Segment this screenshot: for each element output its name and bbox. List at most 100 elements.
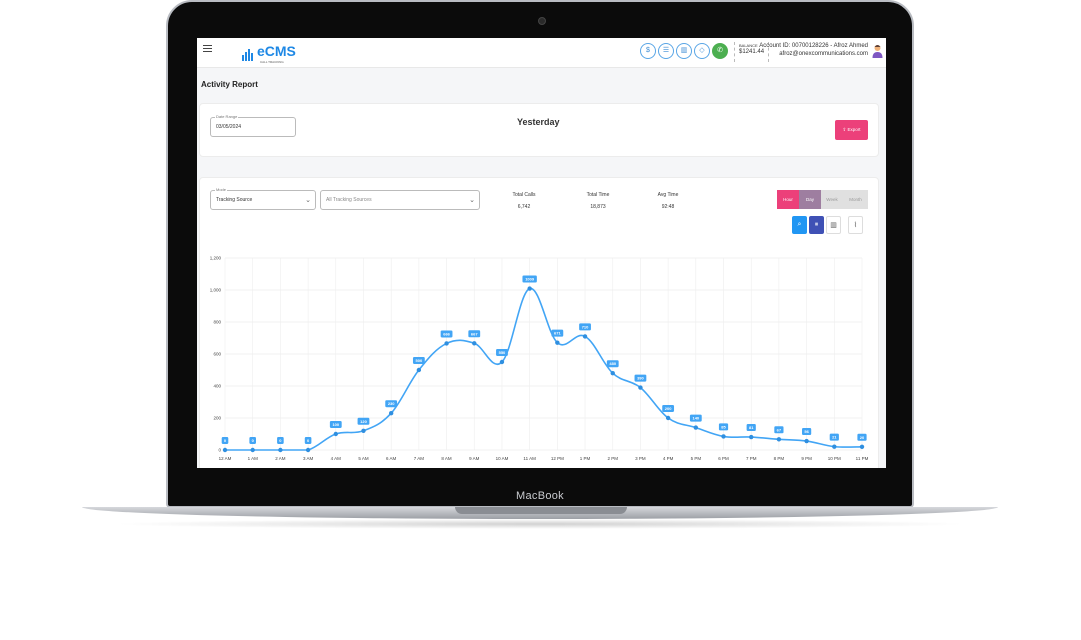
data-label: 81 xyxy=(749,425,754,430)
data-point xyxy=(416,367,422,373)
data-point xyxy=(361,428,366,433)
data-label: 100 xyxy=(332,422,339,427)
data-point xyxy=(776,437,782,442)
list-icon[interactable]: ☰ xyxy=(658,43,674,59)
date-range-value: 03/05/2024 xyxy=(216,124,242,130)
chevron-down-icon: ⌄ xyxy=(469,197,475,204)
data-point xyxy=(444,341,449,346)
tracking-source-value: All Tracking Sources xyxy=(326,197,372,203)
x-tick-label: 11 AM xyxy=(523,456,536,461)
data-label: 230 xyxy=(388,401,395,406)
data-point xyxy=(499,359,505,365)
data-point xyxy=(749,434,754,440)
x-tick-label: 9 PM xyxy=(801,456,812,461)
data-label: 1009 xyxy=(525,277,535,282)
webcam xyxy=(538,17,546,25)
data-label-bg xyxy=(802,428,812,436)
data-label: 0 xyxy=(224,438,227,443)
export-label: Export xyxy=(847,127,861,132)
data-label: 140 xyxy=(692,416,699,421)
data-point xyxy=(859,444,865,449)
export-button[interactable]: ⇪ Export xyxy=(835,120,868,140)
divider xyxy=(768,42,769,62)
data-label-bg xyxy=(412,357,425,364)
y-tick-label: 400 xyxy=(213,384,221,389)
data-label: 671 xyxy=(554,331,561,336)
x-tick-label: 11 PM xyxy=(856,456,869,461)
data-label-bg xyxy=(385,400,398,408)
data-point xyxy=(665,415,671,421)
x-tick-label: 4 AM xyxy=(331,456,342,461)
mode-select[interactable]: Mode Tracking Source ⌄ xyxy=(210,187,316,210)
y-tick-label: 800 xyxy=(213,320,221,325)
bar-chart-icon[interactable]: ▥ xyxy=(676,43,692,59)
zoom-icon[interactable]: ⌕ xyxy=(792,216,807,234)
total-calls-value: 6,742 xyxy=(517,204,531,210)
avg-time-label: Avg Time xyxy=(657,192,679,198)
data-label-bg xyxy=(551,329,564,337)
x-tick-label: 1 AM xyxy=(248,456,259,461)
data-label: 667 xyxy=(471,331,478,336)
app-screen: eCMS CALL TRACKING $ ☰ ▥ ◇ ✆ BALANCE $12… xyxy=(197,38,886,468)
x-tick-label: 4 PM xyxy=(663,456,674,461)
x-tick-label: 7 AM xyxy=(414,456,425,461)
date-range-field[interactable]: Date Range 03/05/2024 xyxy=(210,114,296,137)
line-chart-icon[interactable]: ⌇ xyxy=(848,216,863,234)
granularity-month-button[interactable]: Month xyxy=(843,190,868,209)
brand-subtitle: CALL TRACKING xyxy=(260,60,284,64)
y-tick-label: 1,200 xyxy=(210,256,222,261)
data-label-bg xyxy=(829,433,839,441)
pause-icon[interactable]: ⏸ xyxy=(809,216,824,234)
data-point xyxy=(832,444,837,449)
tracking-source-select[interactable]: All Tracking Sources ⌄ xyxy=(320,190,480,210)
report-card xyxy=(199,177,879,468)
data-label-bg xyxy=(634,374,647,382)
period-title: Yesterday xyxy=(517,117,560,127)
mode-value: Tracking Source xyxy=(216,197,253,203)
logo[interactable]: eCMS CALL TRACKING xyxy=(242,43,296,64)
data-label-bg xyxy=(329,421,342,428)
x-tick-label: 12 AM xyxy=(219,456,232,461)
x-tick-label: 10 PM xyxy=(828,456,841,461)
data-point xyxy=(610,371,615,376)
x-tick-label: 2 AM xyxy=(275,456,286,461)
granularity-hour-button[interactable]: Hour xyxy=(777,190,799,209)
bar-chart-icon[interactable]: ▥ xyxy=(826,216,841,234)
logo-bars-icon xyxy=(242,43,254,61)
data-point xyxy=(804,438,809,444)
menu-icon[interactable] xyxy=(203,45,212,54)
data-point xyxy=(250,447,255,453)
laptop-notch xyxy=(455,507,627,514)
account-id: Account ID: 00700128226 - Afroz Ahmed xyxy=(759,43,868,49)
y-tick-label: 600 xyxy=(213,352,221,357)
mode-label: Mode xyxy=(215,187,228,192)
dollar-icon[interactable]: $ xyxy=(640,43,656,59)
data-label: 550 xyxy=(499,350,506,355)
data-label: 710 xyxy=(582,324,589,329)
data-label: 56 xyxy=(804,429,809,434)
avatar[interactable] xyxy=(872,44,883,58)
data-label-bg xyxy=(468,330,481,338)
data-label: 20 xyxy=(860,435,865,440)
total-time-label: Total Time xyxy=(586,192,610,198)
data-point xyxy=(388,411,394,416)
y-tick-label: 0 xyxy=(218,448,221,453)
data-point xyxy=(582,334,588,339)
data-label-bg xyxy=(774,426,784,434)
data-label-bg xyxy=(440,330,453,338)
phone-icon[interactable]: ✆ xyxy=(712,43,728,59)
data-label: 480 xyxy=(609,361,616,366)
data-label-bg xyxy=(746,424,756,432)
x-tick-label: 8 PM xyxy=(774,456,785,461)
data-label: 120 xyxy=(360,419,367,424)
brand-name: eCMS xyxy=(257,43,296,59)
x-tick-label: 8 AM xyxy=(441,456,452,461)
x-tick-label: 7 PM xyxy=(746,456,757,461)
shield-icon[interactable]: ◇ xyxy=(694,43,710,59)
granularity-day-button[interactable]: Day xyxy=(799,190,821,209)
data-point xyxy=(721,434,726,439)
export-icon: ⇪ xyxy=(842,127,848,132)
data-label-bg xyxy=(522,275,537,283)
data-label: 85 xyxy=(721,424,726,429)
granularity-week-button[interactable]: Week xyxy=(821,190,843,209)
